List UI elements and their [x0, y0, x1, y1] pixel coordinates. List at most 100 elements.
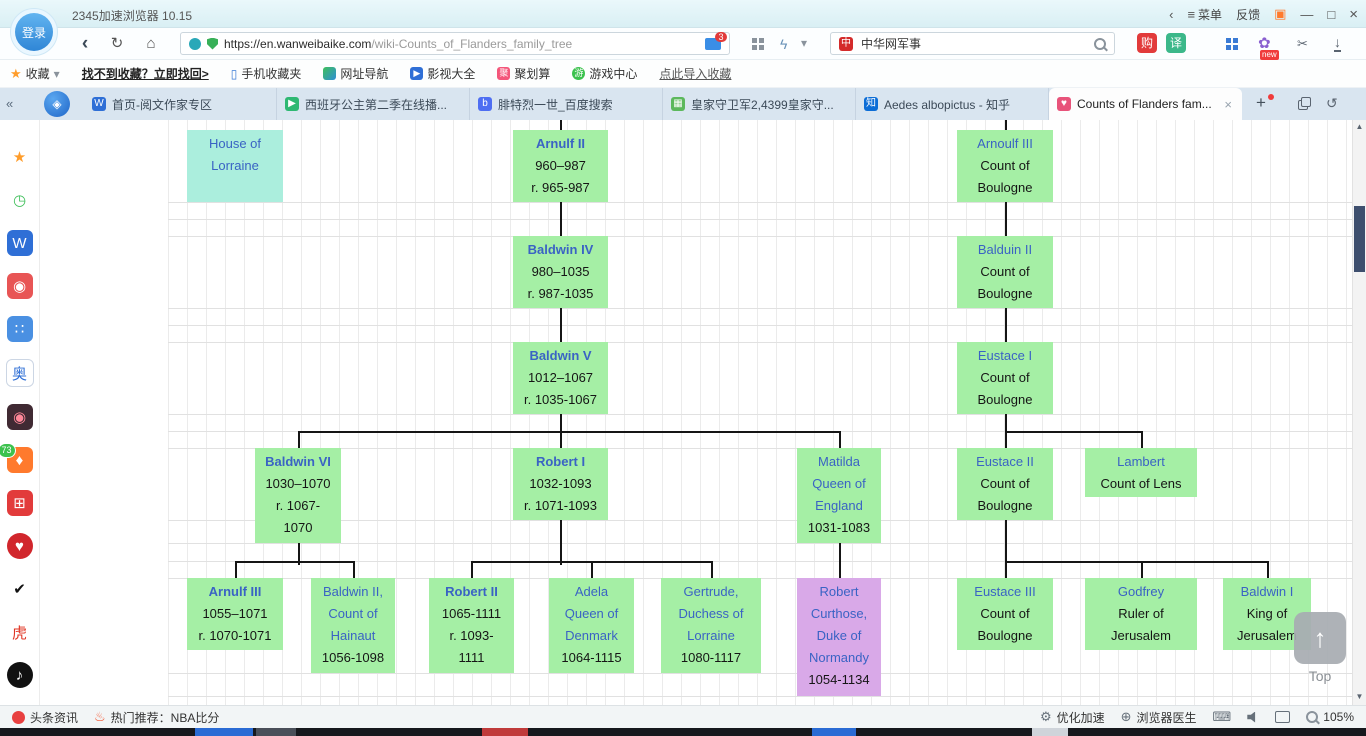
tree-node-link[interactable]: Denmark: [565, 628, 618, 643]
new-tab-button[interactable]: +: [1256, 93, 1266, 112]
tree-node-link[interactable]: Count of: [328, 606, 378, 621]
login-avatar[interactable]: 登录: [10, 8, 58, 56]
address-bar[interactable]: https://en.wanweibaike.com/wiki-Counts_o…: [180, 31, 730, 55]
keyboard-icon[interactable]: ⌨: [1212, 709, 1232, 724]
apps-grid-icon[interactable]: [752, 38, 764, 50]
browser-doctor-button[interactable]: ⊕ 浏览器医生: [1120, 709, 1197, 725]
browser-compass-icon[interactable]: ◈: [44, 91, 70, 117]
search-box[interactable]: 中: [830, 32, 1115, 55]
scrollbar-thumb[interactable]: [1354, 206, 1365, 272]
restore-favorites-link[interactable]: 找不到收藏？立即找回>: [81, 67, 209, 81]
collapse-tabs-icon[interactable]: «: [6, 96, 14, 111]
tree-node-link[interactable]: Baldwin V: [529, 348, 592, 363]
tree-node-link[interactable]: Eustace III: [974, 584, 1036, 599]
tab-2[interactable]: ▶ 西班牙公主第二季在线播...: [277, 88, 470, 120]
app-icon-grid-red[interactable]: ⊞: [6, 490, 33, 516]
download-icon[interactable]: ↓: [1334, 34, 1341, 52]
favorites-star-icon[interactable]: ★: [12, 149, 27, 166]
tree-node-link[interactable]: Robert: [819, 584, 859, 599]
tree-node-link[interactable]: Queen of: [564, 606, 619, 621]
tab-1[interactable]: W 首页-阅文作家专区: [84, 88, 277, 120]
tree-node-link[interactable]: Queen of: [812, 476, 866, 491]
tiger-icon[interactable]: 虎: [11, 624, 27, 642]
tab-4[interactable]: ▦ 皇家守卫军2,4399皇家守...: [663, 88, 856, 120]
tree-node-link[interactable]: Arnulf III: [208, 584, 262, 599]
tab-3[interactable]: b 腓特烈一世_百度搜索: [470, 88, 663, 120]
minimize-button[interactable]: —: [1300, 6, 1314, 22]
tab-5[interactable]: 知 Aedes albopictus - 知乎: [856, 88, 1049, 120]
tree-node-link[interactable]: Baldwin II,: [323, 584, 383, 599]
tree-node-link[interactable]: Godfrey: [1117, 584, 1165, 599]
tree-node-link[interactable]: Balduin II: [977, 242, 1033, 257]
collapse-chevron-icon[interactable]: ‹: [1169, 6, 1174, 22]
search-input[interactable]: [859, 35, 1088, 52]
tree-node-link[interactable]: Lorraine: [687, 628, 735, 643]
maximize-button[interactable]: □: [1327, 6, 1336, 22]
translate-icon[interactable]: 译: [1166, 33, 1186, 53]
reopen-tab-icon[interactable]: ↺: [1326, 95, 1338, 111]
tree-node-link[interactable]: Arnulf II: [535, 136, 586, 151]
tree-node-link[interactable]: Gertrude,: [683, 584, 739, 599]
menu-button[interactable]: ≡ 菜单: [1187, 6, 1223, 22]
favorites-menu[interactable]: ★ 收藏 ▾: [10, 65, 60, 82]
tree-node-link[interactable]: England: [815, 498, 863, 513]
panel-icon[interactable]: [1275, 711, 1291, 723]
tree-node-link[interactable]: Normandy: [809, 650, 869, 665]
app-icon-dark[interactable]: ◉: [6, 404, 33, 430]
toutiao-news-button[interactable]: 头条资讯: [12, 709, 78, 726]
bookmark-mobile-favorites[interactable]: ▯ 手机收藏夹: [230, 66, 302, 82]
screenshot-scissors-icon[interactable]: ✂: [1297, 36, 1308, 51]
tree-node-link[interactable]: Robert I: [535, 454, 586, 469]
tree-node-link[interactable]: Lorraine: [211, 158, 259, 173]
history-clock-icon[interactable]: ◷: [12, 192, 27, 209]
word-doc-icon[interactable]: W: [6, 230, 33, 256]
search-icon[interactable]: [1094, 37, 1106, 50]
import-favorites-link[interactable]: 点此导入收藏: [659, 67, 732, 81]
vertical-scrollbar[interactable]: ▲ ▼: [1352, 120, 1366, 705]
music-heart-icon[interactable]: ♥: [6, 533, 33, 559]
optimize-speedup-button[interactable]: ⚙ 优化加速: [1039, 709, 1105, 725]
speaker-icon[interactable]: [1247, 711, 1256, 723]
tree-node-link[interactable]: Eustace I: [977, 348, 1033, 363]
swoosh-icon[interactable]: ✔: [13, 581, 26, 598]
extensions-grid-icon[interactable]: [1226, 38, 1238, 50]
bookmark-video-all[interactable]: ▶ 影视大全: [410, 65, 475, 82]
bookmark-site-nav[interactable]: 网址导航: [323, 65, 388, 82]
tiktok-note-icon[interactable]: ♪: [6, 662, 33, 688]
tree-node-link[interactable]: Duchess of: [678, 606, 744, 621]
feedback-button[interactable]: 反馈: [1236, 7, 1261, 22]
tree-node-link[interactable]: Hainaut: [330, 628, 376, 643]
shopping-icon[interactable]: 购: [1137, 33, 1157, 53]
tree-node-link[interactable]: Matilda: [818, 454, 860, 469]
tree-node-link[interactable]: Baldwin IV: [527, 242, 594, 257]
back-to-top-button[interactable]: ↑: [1294, 612, 1346, 664]
tree-node-link[interactable]: Arnoulf III: [977, 136, 1033, 151]
close-button[interactable]: ×: [1349, 5, 1358, 23]
bookmark-juhuasuan[interactable]: 聚 聚划算: [497, 67, 551, 81]
tree-node-link[interactable]: Robert II: [445, 584, 498, 599]
tree-node-link[interactable]: House of: [208, 136, 262, 151]
tree-node-link[interactable]: Curthose,: [810, 606, 868, 621]
scroll-up-arrow[interactable]: ▲: [1355, 122, 1364, 131]
game-fire-icon[interactable]: ♦ 73: [0, 443, 33, 473]
tree-node-link[interactable]: Baldwin I: [1240, 584, 1294, 599]
tree-node-link[interactable]: Baldwin VI: [265, 454, 331, 469]
flower-app-icon[interactable]: ✿: [1258, 35, 1271, 52]
tab-6[interactable]: ♥ Counts of Flanders fam... ×: [1049, 88, 1242, 120]
reader-mode-icon[interactable]: 3: [705, 31, 727, 50]
home-button[interactable]: ⌂: [146, 35, 156, 52]
tree-node-link[interactable]: Duke of: [816, 628, 862, 643]
app-icon-blue-dots[interactable]: ∷: [6, 316, 33, 342]
tab-close-icon[interactable]: ×: [1224, 96, 1232, 112]
speed-mode-icon[interactable]: ϟ: [780, 36, 788, 52]
back-button[interactable]: ‹: [81, 33, 89, 54]
tree-node-link[interactable]: Adela: [574, 584, 609, 599]
gift-icon[interactable]: ▣: [1274, 6, 1287, 21]
scroll-down-arrow[interactable]: ▼: [1355, 692, 1364, 701]
tree-node-link[interactable]: Lambert: [1117, 454, 1165, 469]
app-icon-ao[interactable]: 奥: [5, 359, 34, 387]
hot-recommendation[interactable]: ♨ 热门推荐：NBA比分: [94, 709, 220, 725]
tree-node-link[interactable]: Eustace II: [976, 454, 1034, 469]
chevron-down-icon[interactable]: ▾: [801, 36, 808, 50]
app-icon-red[interactable]: ◉: [6, 273, 33, 299]
